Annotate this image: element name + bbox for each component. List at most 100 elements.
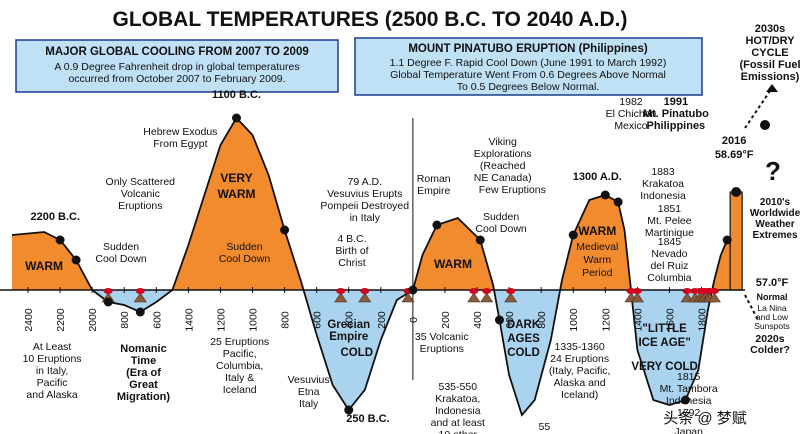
annotation-text: Indonesia xyxy=(435,405,481,417)
annotation-text: 1300 A.D. xyxy=(573,171,622,183)
x-tick-label: 1000 xyxy=(248,308,260,332)
annotation-text: 250 B.C. xyxy=(346,413,389,425)
annotation-text: Viking xyxy=(488,136,517,148)
curve-point xyxy=(475,235,485,245)
x-tick-label: 400 xyxy=(344,311,356,329)
annotation-text: Nomanic xyxy=(120,343,166,355)
annotation-text: Great xyxy=(129,379,158,391)
cold-region-label: ICE AGE" xyxy=(638,337,690,349)
x-tick-label: 2400 xyxy=(23,308,35,332)
curve-point xyxy=(55,235,65,245)
annotation-text: Migration) xyxy=(117,391,170,403)
annotation-text: Vesuvius xyxy=(288,374,330,386)
annotation-text: 1792 xyxy=(677,407,701,419)
x-tick-label: 2000 xyxy=(87,308,99,332)
annotation-text: Pacific, xyxy=(223,348,257,360)
annotation-text: Italy & xyxy=(225,372,254,384)
annotation-text: NE Canada) xyxy=(474,172,532,184)
curve-point xyxy=(600,190,610,200)
curve-point xyxy=(613,197,623,207)
annotation-text: 1100 B.C. xyxy=(212,89,261,101)
annotation-text: Vesuvius Erupts xyxy=(327,188,402,200)
annotation-text: 1845 xyxy=(658,236,682,248)
curve-point xyxy=(280,225,290,235)
x-tick-label: 1200 xyxy=(600,308,612,332)
annotation-text: in Italy xyxy=(350,212,381,224)
eruption-plume xyxy=(482,288,492,294)
cold-area xyxy=(12,290,737,415)
annotation-text: (Italy, Pacific, xyxy=(549,365,611,377)
annotation-text: Pompeii Destroyed xyxy=(320,200,409,212)
x-tick-label: 1400 xyxy=(632,308,644,332)
curve-point xyxy=(568,230,578,240)
annotation-text: Iceland) xyxy=(561,389,598,401)
curve-point xyxy=(680,395,690,405)
hot-dry-cycle-label: HOT/DRY xyxy=(745,35,795,47)
annotation-text: Indonesia xyxy=(640,190,686,202)
pinatubo-box-text: To 0.5 Degrees Below Normal. xyxy=(457,81,599,93)
annotation-text: 35 Volcanic xyxy=(415,331,469,343)
annotation-text: Time xyxy=(131,355,156,367)
annotation-text: 24 Eruptions xyxy=(550,353,609,365)
annotation-text: Krakatoa xyxy=(642,178,684,190)
volcano-marker xyxy=(680,292,694,303)
hot-dry-cycle-label: (Fossil Fuel xyxy=(739,59,800,71)
weather-extremes-label: Worldwide xyxy=(750,208,800,219)
x-tick-label: 1200 xyxy=(215,308,227,332)
eruption-plume xyxy=(103,288,113,294)
annotation-text: Pacific xyxy=(37,377,68,389)
annotation-text: From Egypt xyxy=(153,138,207,150)
volcano-marker xyxy=(334,292,348,303)
warm-region-label: Medieval xyxy=(576,241,618,253)
annotation-text: 25 Eruptions xyxy=(210,336,269,348)
eruption-plume xyxy=(506,288,516,294)
x-tick-label: 200 xyxy=(440,311,452,329)
pinatubo-box-text: Global Temperature Went From 0.6 Degrees… xyxy=(390,69,666,81)
colder-label: Colder? xyxy=(750,344,790,356)
cold-region-label: "LITTLE xyxy=(642,323,687,335)
annotation-text: 535-550 xyxy=(439,381,478,393)
pinatubo-box xyxy=(354,37,703,96)
weather-extremes-label: 2010's xyxy=(760,197,791,208)
warm-region-label: VERY xyxy=(220,171,252,185)
annotation-text: 1982 xyxy=(619,96,643,108)
pinatubo-box-text: 1.1 Degree F. Rapid Cool Down (June 1991… xyxy=(390,57,667,69)
projection-up-line xyxy=(744,87,773,129)
annotation-text: (Reached xyxy=(480,160,526,172)
annotation-text: Cool Down xyxy=(475,223,527,235)
question-mark: ? xyxy=(765,156,781,186)
curve-point xyxy=(494,315,504,325)
eruption-plume xyxy=(632,288,642,294)
volcano-marker xyxy=(504,292,518,303)
annotation-text: 1851 xyxy=(658,203,682,215)
eruption-plume xyxy=(709,288,719,294)
weather-extremes-label: Weather xyxy=(755,219,794,230)
la-nina-label: Sunspots xyxy=(754,321,789,331)
warm-region-label: Warm xyxy=(583,254,611,266)
eruption-plume xyxy=(135,288,145,294)
eruption-plume xyxy=(469,288,479,294)
weather-extremes-label: Extremes xyxy=(752,230,797,241)
label-2016-value: 58.69°F xyxy=(715,149,754,161)
x-tick-label: 600 xyxy=(151,311,163,329)
x-tick-label: 1000 xyxy=(568,308,580,332)
warm-region-label: Period xyxy=(582,267,613,279)
annotation-text: 79 A.D. xyxy=(348,176,382,188)
annotation-text: Sudden xyxy=(103,241,139,253)
x-tick-label: 800 xyxy=(280,311,292,329)
eruption-plume xyxy=(360,288,370,294)
annotation-text: Cool Down xyxy=(95,253,147,265)
annotation-text: Martinique xyxy=(645,227,694,239)
x-tick-label: 1400 xyxy=(183,308,195,332)
annotation-text: (Era of xyxy=(126,367,161,379)
annotation-text: Sudden xyxy=(483,211,519,223)
annotation-text: Christ xyxy=(338,257,366,269)
curve-point xyxy=(135,307,145,317)
curve-point xyxy=(71,255,81,265)
warm-region-label: WARM xyxy=(434,257,472,271)
annotation-text: 1883 xyxy=(651,166,675,178)
x-tick-label: 400 xyxy=(472,311,484,329)
annotation-text: 1815 xyxy=(677,371,701,383)
projection-point xyxy=(760,120,770,130)
cooling-box xyxy=(15,39,339,93)
